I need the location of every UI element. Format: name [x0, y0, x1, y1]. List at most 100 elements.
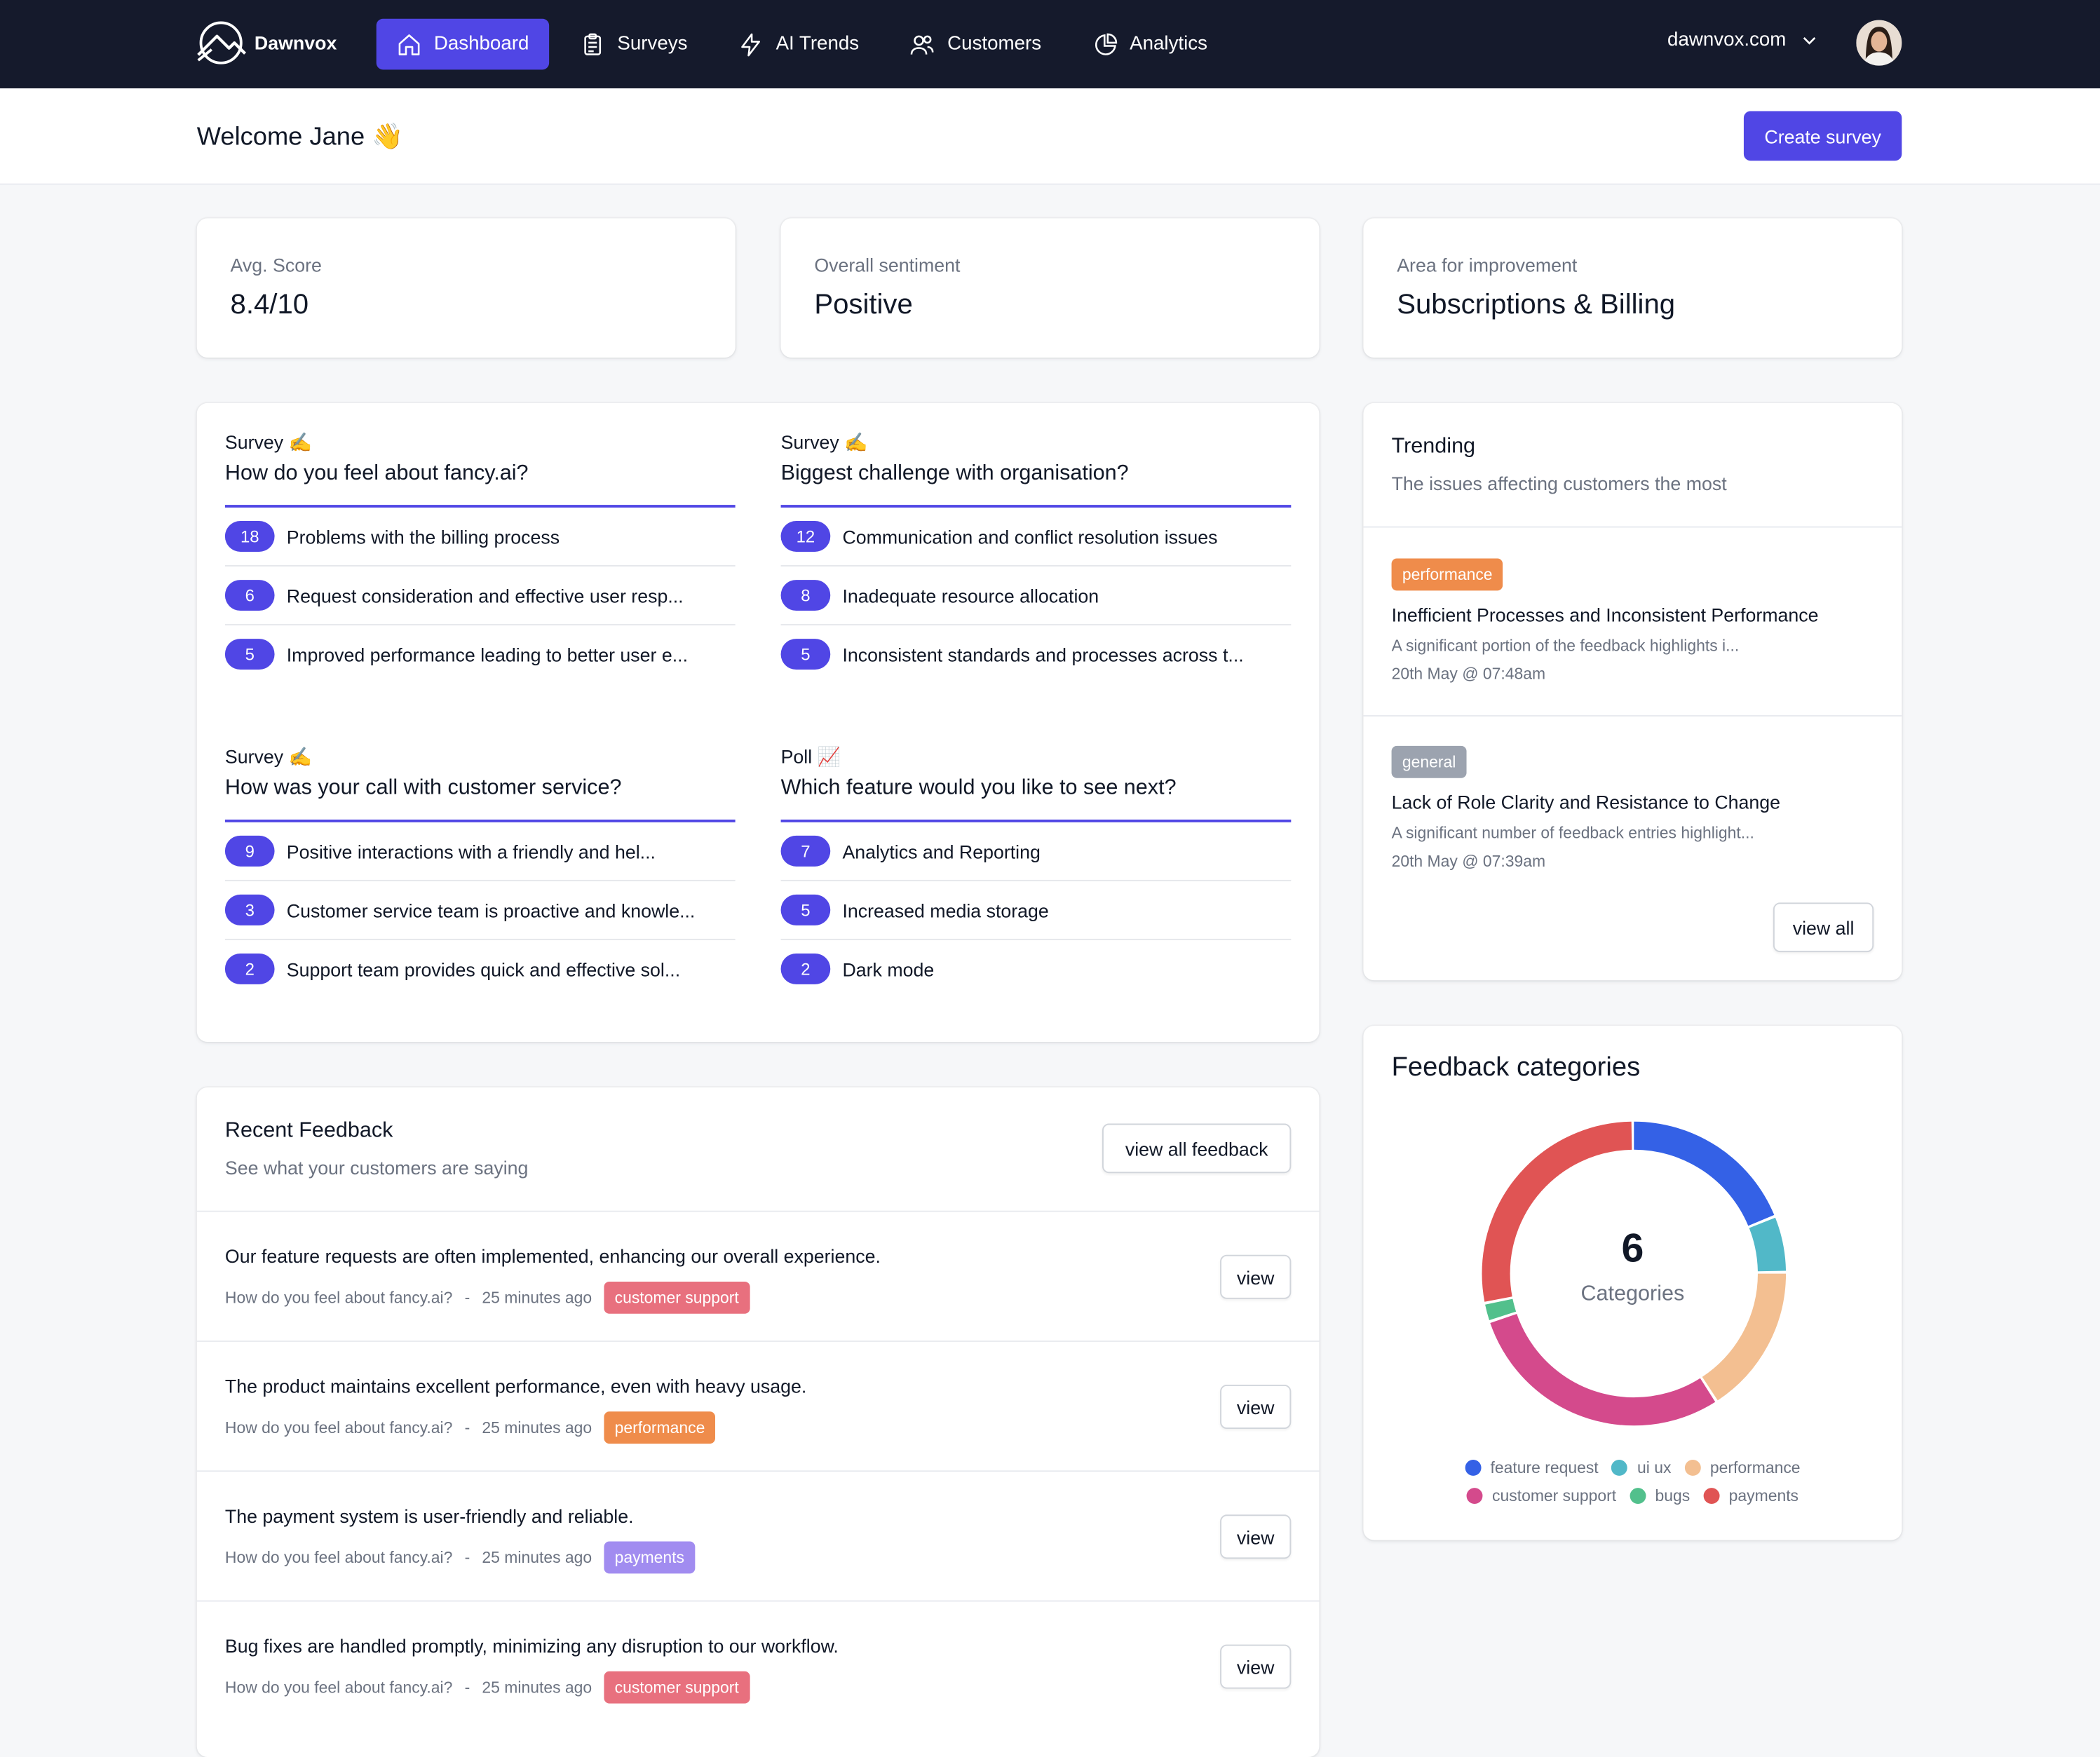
answer-text: Improved performance leading to better u…: [286, 643, 689, 665]
feedback-text: Our feature requests are often implement…: [224, 1245, 881, 1267]
answer-count: 5: [224, 639, 275, 670]
stat-label: Overall sentiment: [814, 254, 961, 276]
donut-slice-feature-request[interactable]: [1482, 1121, 1787, 1426]
answer-text: Customer service team is proactive and k…: [286, 899, 696, 921]
nav-label: Customers: [947, 33, 1042, 55]
question-title: Which feature would you like to see next…: [780, 776, 1177, 800]
question-block[interactable]: Survey ✍️ Biggest challenge with organis…: [780, 431, 1292, 683]
answer-row[interactable]: 5 Inconsistent standards and processes ac…: [780, 625, 1292, 683]
dawnvox-logo-icon: [197, 21, 247, 65]
question-kind: Poll 📈: [780, 745, 841, 768]
nav-surveys[interactable]: Surveys: [560, 19, 707, 70]
feedback-row[interactable]: Bug fixes are handled promptly, minimizi…: [196, 1600, 1320, 1732]
feedback-row[interactable]: The product maintains excellent performa…: [196, 1340, 1320, 1472]
stat-label: Avg. Score: [230, 254, 322, 276]
trending-card: Trending The issues affecting customers …: [1363, 402, 1902, 981]
legend-label: customer support: [1492, 1486, 1617, 1505]
welcome-title: Welcome Jane 👋: [196, 123, 404, 151]
feedback-tag: performance: [604, 1411, 716, 1444]
question-title: How do you feel about fancy.ai?: [224, 461, 529, 485]
legend-item[interactable]: customer support: [1466, 1486, 1617, 1505]
feedback-survey: How do you feel about fancy.ai?: [224, 1548, 453, 1567]
view-feedback-button[interactable]: view: [1220, 1254, 1292, 1299]
nav-customers[interactable]: Customers: [890, 19, 1062, 70]
legend-item[interactable]: feature request: [1465, 1458, 1599, 1477]
answer-row[interactable]: 6 Request consideration and effective use…: [224, 567, 736, 626]
answer-count: 5: [780, 639, 831, 670]
recent-feedback-card: Recent Feedback See what your customers …: [196, 1087, 1320, 1757]
answer-row[interactable]: 2 Dark mode: [780, 940, 1292, 998]
trend-description: A significant number of feedback entries…: [1391, 823, 1754, 843]
question-title: How was your call with customer service?: [224, 776, 622, 800]
feedback-row[interactable]: The payment system is user-friendly and …: [196, 1470, 1320, 1601]
question-divider: [780, 819, 1292, 822]
legend-item[interactable]: performance: [1684, 1458, 1801, 1477]
feedback-survey: How do you feel about fancy.ai?: [224, 1418, 453, 1437]
feedback-meta: How do you feel about fancy.ai? - 25 min…: [225, 1411, 716, 1444]
account-switcher[interactable]: dawnvox.com: [1667, 29, 1818, 51]
stat-value: 8.4/10: [230, 289, 309, 320]
answer-text: Problems with the billing process: [286, 525, 560, 548]
answer-row[interactable]: 9 Positive interactions with a friendly a…: [224, 822, 736, 881]
trend-item[interactable]: performance Inefficient Processes and In…: [1363, 526, 1902, 715]
feedback-time: 25 minutes ago: [482, 1288, 592, 1308]
question-block[interactable]: Poll 📈 Which feature would you like to s…: [780, 745, 1292, 998]
answer-text: Inconsistent standards and processes acr…: [842, 643, 1244, 665]
answer-row[interactable]: 5 Improved performance leading to better …: [224, 625, 736, 683]
stat-card-avg-score: Avg. Score 8.4/10: [196, 218, 736, 358]
stat-label: Area for improvement: [1397, 254, 1578, 276]
feedback-text: Bug fixes are handled promptly, minimizi…: [224, 1635, 839, 1657]
answer-row[interactable]: 18 Problems with the billing process: [224, 508, 736, 567]
answer-row[interactable]: 12 Communication and conflict resolution …: [780, 508, 1292, 567]
question-block[interactable]: Survey ✍️ How was your call with custome…: [224, 746, 736, 998]
chart-legend-row: customer support bugs payments: [1363, 1486, 1902, 1505]
answer-count: 18: [224, 521, 275, 552]
view-all-feedback-button[interactable]: view all feedback: [1102, 1123, 1292, 1174]
view-feedback-button[interactable]: view: [1220, 1644, 1292, 1689]
answer-count: 6: [224, 580, 275, 611]
nav-label: Surveys: [617, 33, 688, 55]
answer-count: 9: [224, 835, 275, 867]
trending-view-all-button[interactable]: view all: [1773, 902, 1874, 953]
brand-logo[interactable]: Dawnvox: [196, 20, 337, 66]
donut-slice-payments[interactable]: [1482, 1121, 1787, 1426]
feedback-row[interactable]: Our feature requests are often implement…: [196, 1210, 1320, 1342]
nav-dashboard[interactable]: Dashboard: [376, 18, 550, 70]
donut-slice-customer-support[interactable]: [1482, 1121, 1787, 1426]
legend-item[interactable]: bugs: [1630, 1486, 1690, 1505]
trending-subtitle: The issues affecting customers the most: [1391, 473, 1727, 494]
answer-count: 3: [224, 894, 275, 925]
feedback-text: The payment system is user-friendly and …: [224, 1505, 634, 1527]
welcome-bar: Welcome Jane 👋 Create survey: [0, 88, 2100, 185]
feedback-time: 25 minutes ago: [482, 1418, 592, 1437]
nav-ai-trends[interactable]: AI Trends: [718, 19, 879, 70]
legend-label: bugs: [1655, 1486, 1691, 1505]
answer-row[interactable]: 7 Analytics and Reporting: [780, 822, 1292, 881]
user-avatar[interactable]: [1856, 20, 1902, 66]
question-title: Biggest challenge with organisation?: [780, 461, 1129, 485]
answer-count: 12: [780, 521, 831, 552]
legend-dot: [1703, 1488, 1720, 1505]
view-feedback-button[interactable]: view: [1220, 1514, 1292, 1559]
view-feedback-button[interactable]: view: [1220, 1385, 1292, 1430]
nav-label: Dashboard: [433, 33, 529, 55]
meta-separator: -: [464, 1418, 470, 1437]
answer-text: Analytics and Reporting: [842, 840, 1041, 862]
legend-dot: [1684, 1459, 1701, 1476]
trend-item[interactable]: general Lack of Role Clarity and Resista…: [1363, 714, 1902, 904]
answer-row[interactable]: 3 Customer service team is proactive and …: [224, 881, 736, 940]
answer-row[interactable]: 8 Inadequate resource allocation: [780, 567, 1292, 626]
trend-tag: general: [1391, 745, 1467, 778]
legend-item[interactable]: ui ux: [1611, 1458, 1671, 1477]
donut-center-label: Categories: [1580, 1282, 1685, 1306]
answer-row[interactable]: 2 Support team provides quick and effecti…: [224, 940, 736, 998]
answer-text: Increased media storage: [842, 899, 1049, 921]
answer-count: 7: [780, 835, 831, 867]
recent-feedback-subtitle: See what your customers are saying: [224, 1157, 529, 1179]
answer-row[interactable]: 5 Increased media storage: [780, 881, 1292, 940]
nav-analytics[interactable]: Analytics: [1072, 19, 1228, 70]
legend-item[interactable]: payments: [1703, 1486, 1798, 1505]
stat-value: Positive: [814, 289, 913, 320]
question-block[interactable]: Survey ✍️ How do you feel about fancy.ai…: [224, 431, 736, 683]
create-survey-button[interactable]: Create survey: [1743, 111, 1902, 161]
